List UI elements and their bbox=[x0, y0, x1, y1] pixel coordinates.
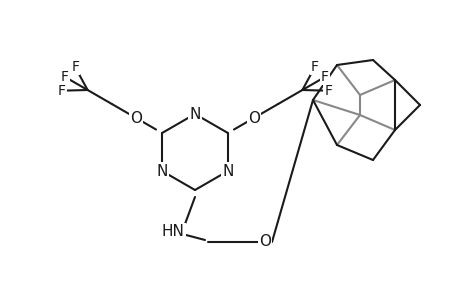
Text: N: N bbox=[189, 106, 200, 122]
Text: O: O bbox=[130, 110, 142, 125]
Text: F: F bbox=[71, 60, 79, 74]
Text: F: F bbox=[310, 60, 318, 74]
Text: O: O bbox=[258, 235, 270, 250]
Text: F: F bbox=[57, 84, 66, 98]
Text: N: N bbox=[222, 164, 233, 178]
Text: HN: HN bbox=[161, 224, 184, 239]
Text: N: N bbox=[156, 164, 168, 178]
Text: F: F bbox=[324, 84, 332, 98]
Text: F: F bbox=[320, 70, 328, 84]
Text: O: O bbox=[247, 110, 259, 125]
Text: F: F bbox=[61, 70, 69, 84]
